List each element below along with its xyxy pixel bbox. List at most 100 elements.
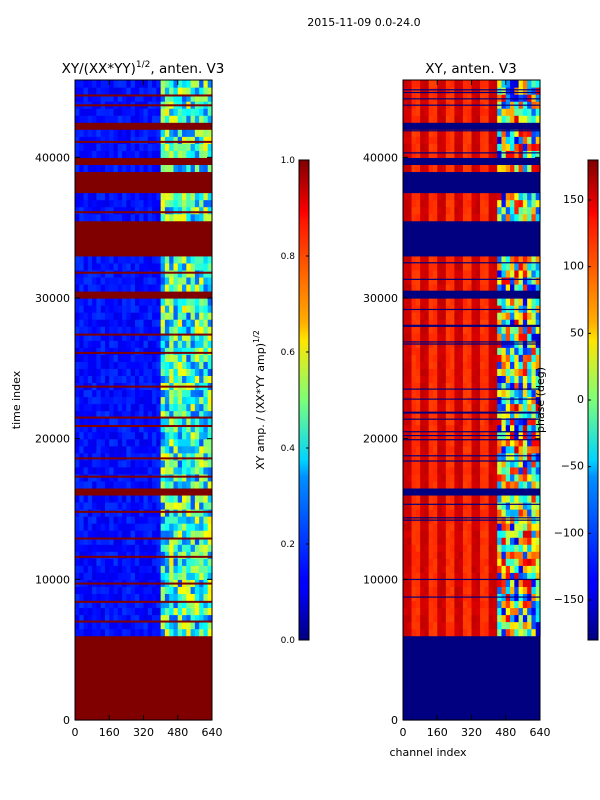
heatmap-cell [531,403,537,412]
heatmap-cell [441,494,447,503]
heatmap-cell [194,276,200,285]
heatmap-cell [531,262,537,271]
heatmap-cell [445,558,451,566]
heatmap-cell [403,129,408,137]
heatmap-cell [199,262,205,271]
heatmap-cell [143,473,149,482]
heatmap-cell [467,347,473,355]
heatmap-cell [492,305,498,313]
heatmap-cell [199,269,205,278]
heatmap-cell [96,516,102,524]
heatmap-cell [186,87,192,95]
heatmap-cell [527,333,533,341]
heatmap-cell [415,572,421,580]
heatmap-cell [432,501,438,510]
heatmap-cell [104,445,110,454]
heatmap-cell [83,319,89,327]
heatmap-cell [454,607,460,616]
heatmap-cell [437,579,443,587]
heatmap-cell [432,579,438,587]
heatmap-cell [471,108,477,116]
heatmap-cell [207,143,213,151]
heatmap-cell [109,509,115,517]
heatmap-cell [450,537,455,545]
heatmap-cell [505,319,511,327]
heatmap-cell [156,115,162,123]
heatmap-cell [109,494,115,503]
heatmap-cell [160,600,166,609]
heatmap-cell [104,283,110,292]
heatmap-cell [522,494,528,503]
heatmap-cell [458,199,464,208]
heatmap-cell [79,276,85,285]
heatmap-cell [194,305,200,313]
heatmap-cell [122,94,127,102]
heatmap-cell [441,80,447,88]
heatmap-cell [535,305,541,313]
heatmap-cell [488,509,494,517]
heatmap-cell [467,150,473,158]
heatmap-cell [92,276,98,285]
heatmap-cell [432,150,438,158]
colorbar-tick-label: 0.4 [281,444,296,454]
heatmap-cell [501,466,507,475]
heatmap-cell [403,347,408,355]
heatmap-cell [420,600,426,609]
heatmap-cell [428,136,434,144]
heatmap-cell [126,452,132,461]
heatmap-cell [527,192,533,201]
heatmap-cell [411,319,417,327]
heatmap-cell [411,614,417,623]
heatmap-cell [169,347,175,355]
heatmap-cell [92,473,98,482]
heatmap-cell [514,621,520,630]
heatmap-cell [182,136,187,144]
heatmap-cell [173,94,179,102]
heatmap-cell [143,298,149,306]
heatmap-cell [160,340,166,348]
heatmap-cell [484,586,490,595]
heatmap-cell [441,129,447,137]
heatmap-cell [87,431,93,440]
heatmap-cell [445,283,451,292]
heatmap-cell [79,354,85,362]
heatmap-cell [531,80,537,88]
heatmap-cell [518,213,524,222]
heatmap-cell [113,333,119,341]
heatmap-cell [190,94,196,102]
heatmap-cell [164,424,170,433]
heatmap-cell [458,319,464,327]
heatmap-cell [450,94,455,102]
heatmap-cell [169,614,175,623]
heatmap-cell [75,501,80,510]
heatmap-cell [160,375,166,384]
heatmap-cell [207,347,213,355]
heatmap-cell [83,94,89,102]
heatmap-cell [164,347,170,355]
heatmap-cell [484,466,490,475]
heatmap-cell [522,565,528,573]
heatmap-cell [87,206,93,215]
heatmap-cell [164,586,170,595]
heatmap-cell [458,621,464,630]
heatmap-cell [139,361,145,369]
heatmap-cell [143,501,149,510]
heatmap-cell [156,199,162,208]
heatmap-cell [104,319,110,327]
heatmap-cell [480,136,485,144]
heatmap-cell [194,115,200,123]
heatmap-cell [194,417,200,426]
colorbar-tick-label: 0.8 [281,252,296,262]
heatmap-cell [92,558,98,566]
heatmap-cell [139,115,145,123]
heatmap-cell [411,537,417,545]
heatmap-cell [462,438,468,447]
heatmap-cell [488,396,494,405]
heatmap-cell [527,459,533,468]
heatmap-cell [130,94,136,102]
heatmap-cell [467,501,473,510]
heatmap-cell [134,283,140,292]
heatmap-cell [415,326,421,334]
heatmap-cell [139,136,145,144]
heatmap-cell [527,558,533,566]
